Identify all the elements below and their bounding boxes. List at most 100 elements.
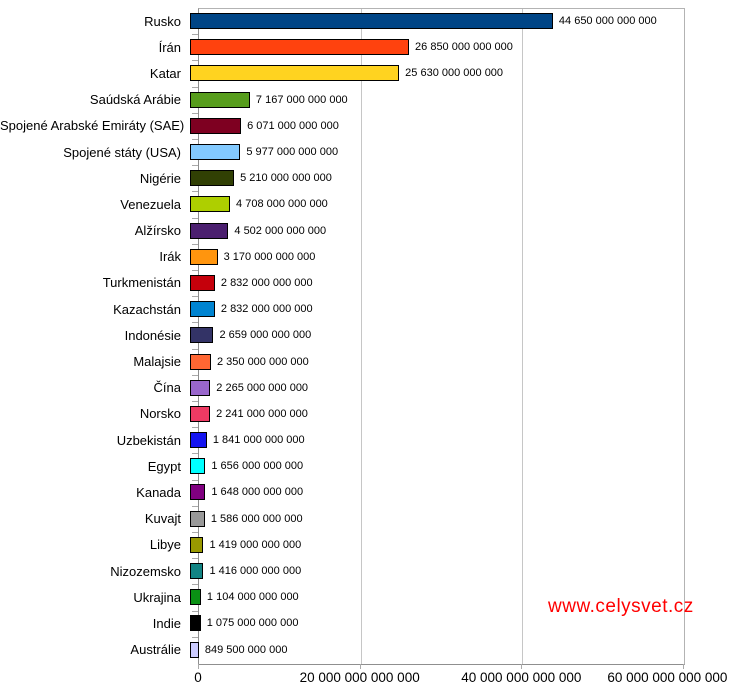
bar-track: 3 170 000 000 000 (190, 248, 675, 265)
bar (190, 641, 199, 658)
category-label: Nizozemsko (110, 563, 181, 579)
bar (190, 379, 211, 396)
y-tick (192, 322, 198, 324)
bar-rows: Rusko 44 650 000 000 000 Írán 26 850 000… (0, 8, 740, 663)
bar (190, 274, 215, 291)
category-label: Indonésie (124, 327, 181, 343)
value-label: 25 630 000 000 000 (405, 67, 504, 80)
chart-row: Čína 2 265 000 000 000 (0, 375, 740, 401)
chart-row: Írán 26 850 000 000 000 (0, 34, 740, 60)
chart-row: Saúdská Arábie 7 167 000 000 000 (0, 87, 740, 113)
value-label: 3 170 000 000 000 (223, 250, 316, 263)
chart-row: Alžírsko 4 502 000 000 000 (0, 218, 740, 244)
bar (190, 301, 215, 318)
chart-row: Rusko 44 650 000 000 000 (0, 8, 740, 34)
y-tick (192, 584, 198, 586)
category-label: Nigérie (139, 170, 181, 186)
chart-row: Irák 3 170 000 000 000 (0, 244, 740, 270)
bar-track: 849 500 000 000 (190, 641, 675, 658)
value-label: 2 265 000 000 000 (216, 381, 309, 394)
chart-row: Malajsie 2 350 000 000 000 (0, 348, 740, 374)
category-label: Indie (152, 615, 181, 631)
bar (190, 170, 235, 187)
category-label: Spojené Arabské Emiráty (SAE) (0, 118, 185, 134)
bar (190, 432, 207, 449)
chart-row: Kanada 1 648 000 000 000 (0, 479, 740, 505)
bar-track: 4 502 000 000 000 (190, 222, 675, 239)
chart-row: Kuvajt 1 586 000 000 000 (0, 506, 740, 532)
category-label: Kuvajt (144, 511, 181, 527)
category-label: Austrálie (130, 642, 181, 658)
bar (190, 65, 400, 82)
chart-row: Nizozemsko 1 416 000 000 000 (0, 558, 740, 584)
y-tick (192, 479, 198, 481)
chart-row: Norsko 2 241 000 000 000 (0, 401, 740, 427)
chart-row: Spojené státy (USA) 5 977 000 000 000 (0, 139, 740, 165)
y-tick (192, 165, 198, 167)
y-tick (192, 139, 198, 140)
value-label: 4 502 000 000 000 (234, 224, 327, 237)
category-label: Rusko (144, 13, 181, 29)
bar (190, 144, 241, 161)
y-tick (192, 453, 198, 455)
bar-track: 2 265 000 000 000 (190, 379, 675, 396)
x-tick (359, 664, 361, 669)
y-tick (192, 217, 198, 219)
category-label: Alžírsko (134, 223, 181, 239)
category-label: Venezuela (120, 196, 181, 212)
x-tick-label: 40 000 000 000 000 (461, 670, 582, 685)
bar (190, 91, 250, 108)
category-label: Kanada (136, 484, 181, 500)
x-tick-label: 20 000 000 000 000 (299, 670, 420, 685)
category-label: Ukrajina (133, 589, 181, 605)
bar-track: 2 832 000 000 000 (190, 274, 675, 291)
watermark: www.celysvet.cz (548, 596, 694, 617)
chart-row: Indonésie 2 659 000 000 000 (0, 322, 740, 348)
bar-track: 1 648 000 000 000 (190, 484, 675, 501)
value-label: 26 850 000 000 000 (415, 41, 513, 54)
value-label: 44 650 000 000 000 (558, 15, 657, 28)
bar (190, 405, 211, 422)
bar-track: 2 350 000 000 000 (190, 353, 675, 370)
category-label: Libye (149, 537, 181, 553)
bar-track: 6 071 000 000 000 (190, 117, 675, 134)
category-label: Egypt (147, 458, 181, 474)
chart-row: Nigérie 5 210 000 000 000 (0, 165, 740, 191)
y-tick (192, 34, 198, 36)
bar (190, 248, 218, 265)
y-tick (192, 243, 198, 245)
value-label: 1 104 000 000 000 (206, 591, 299, 604)
category-label: Čína (153, 380, 181, 396)
value-label: 1 656 000 000 000 (211, 460, 304, 473)
bar-track: 7 167 000 000 000 (190, 91, 675, 108)
y-tick (192, 610, 198, 612)
value-label: 2 350 000 000 000 (216, 355, 309, 368)
y-tick (192, 60, 198, 62)
bar (190, 117, 242, 134)
bar-track: 5 210 000 000 000 (190, 170, 675, 187)
bar (190, 615, 201, 632)
bar (190, 484, 206, 501)
y-tick (192, 558, 198, 560)
category-label: Kazachstán (113, 301, 181, 317)
category-label: Uzbekistán (116, 432, 181, 448)
chart-row: Spojené Arabské Emiráty (SAE) 6 071 000 … (0, 113, 740, 139)
y-tick (192, 270, 198, 271)
bar-track: 1 416 000 000 000 (190, 563, 675, 580)
chart-row: Ukrajina 1 104 000 000 000 (0, 584, 740, 610)
value-label: 1 586 000 000 000 (210, 512, 303, 525)
bar (190, 13, 553, 30)
chart-row: Egypt 1 656 000 000 000 (0, 453, 740, 479)
bar-track: 1 075 000 000 000 (190, 615, 675, 632)
bar (190, 222, 229, 239)
gridline-40t (522, 9, 524, 664)
y-tick (192, 348, 198, 350)
bar-track: 1 656 000 000 000 (190, 458, 675, 475)
value-label: 2 241 000 000 000 (216, 407, 308, 420)
bar (190, 589, 201, 606)
value-label: 1 419 000 000 000 (209, 538, 302, 551)
value-label: 2 832 000 000 000 (220, 303, 313, 316)
category-label: Spojené státy (USA) (63, 144, 181, 160)
y-tick (192, 636, 198, 638)
